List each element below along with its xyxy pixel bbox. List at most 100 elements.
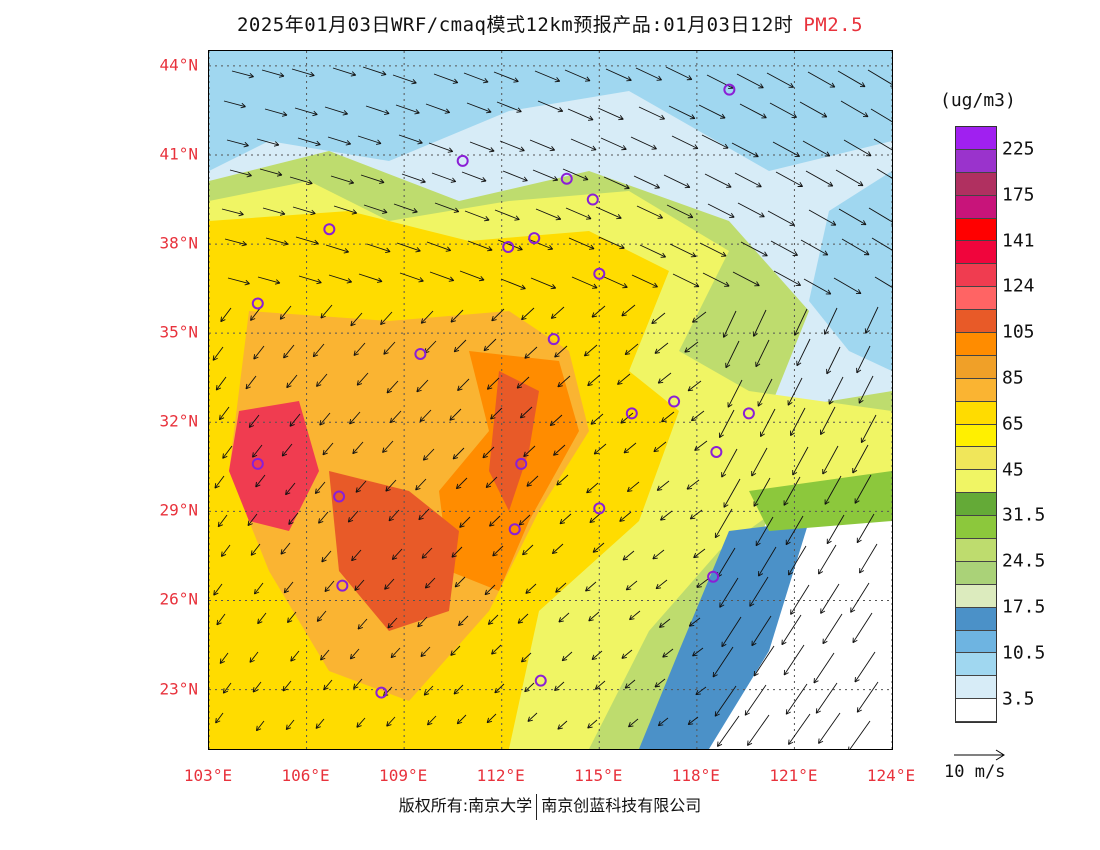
wind-arrow bbox=[554, 681, 565, 691]
color-bar-swatch bbox=[956, 584, 996, 608]
wind-arrow bbox=[530, 277, 557, 290]
wind-arrow bbox=[455, 477, 468, 490]
wind-arrow bbox=[486, 377, 500, 390]
color-bar-swatch bbox=[956, 218, 996, 242]
wind-arrow bbox=[383, 341, 396, 355]
color-bar bbox=[955, 126, 997, 724]
wind-arrow bbox=[262, 207, 286, 216]
wind-arrow bbox=[717, 715, 740, 747]
color-bar-label: 45 bbox=[1002, 459, 1024, 480]
wind-arrow bbox=[807, 71, 836, 88]
color-bar-swatch bbox=[956, 699, 996, 723]
wind-arrow bbox=[828, 376, 844, 405]
wind-arrow bbox=[457, 378, 470, 391]
wind-arrow bbox=[353, 342, 366, 356]
wind-arrow bbox=[701, 134, 729, 149]
wind-arrow bbox=[259, 168, 283, 177]
wind-arrow bbox=[323, 679, 333, 691]
wind-arrow bbox=[693, 548, 706, 559]
wind-arrow bbox=[433, 73, 459, 84]
wind-arrow bbox=[253, 345, 265, 360]
wind-arrow bbox=[622, 550, 635, 561]
wind-arrow bbox=[224, 238, 247, 247]
wind-arrow bbox=[358, 273, 383, 283]
wind-arrow bbox=[283, 344, 295, 359]
wind-arrow bbox=[318, 511, 329, 524]
wind-arrow bbox=[521, 307, 535, 321]
wind-arrow bbox=[565, 207, 592, 220]
wind-arrow bbox=[689, 509, 703, 520]
wind-arrow bbox=[482, 446, 495, 459]
wind-arrow bbox=[401, 173, 426, 184]
chart-title: 2025年01月03日WRF/cmaq模式12km预报产品:01月03日12时 P… bbox=[0, 10, 1100, 37]
wind-arrow bbox=[657, 717, 669, 727]
legend-unit: (ug/m3) bbox=[940, 90, 1016, 111]
city-station-marker bbox=[593, 267, 606, 280]
wind-arrow bbox=[835, 169, 864, 187]
wind-arrow bbox=[289, 413, 301, 427]
wind-arrow bbox=[254, 582, 264, 595]
wind-arrow bbox=[355, 480, 367, 493]
color-bar-swatch bbox=[956, 195, 996, 219]
reference-vector-icon bbox=[954, 749, 1005, 761]
wind-arrow bbox=[431, 172, 457, 183]
wind-arrow bbox=[770, 240, 798, 256]
reference-vector-label: 10 m/s bbox=[944, 762, 1006, 782]
wind-arrow bbox=[387, 617, 398, 629]
wind-arrow bbox=[250, 543, 261, 556]
wind-arrow bbox=[312, 343, 325, 358]
color-bar-swatch bbox=[956, 653, 996, 677]
wind-arrow bbox=[425, 103, 451, 114]
copyright-divider bbox=[536, 793, 538, 820]
wind-arrow bbox=[349, 648, 360, 660]
wind-arrow bbox=[458, 615, 469, 627]
wind-arrow bbox=[469, 141, 495, 153]
wind-arrow bbox=[854, 474, 872, 504]
color-bar-label: 225 bbox=[1002, 138, 1035, 160]
city-station-marker bbox=[251, 297, 264, 310]
wind-arrow bbox=[463, 72, 489, 84]
wind-arrow bbox=[787, 377, 803, 406]
wind-arrow bbox=[721, 616, 742, 648]
wind-arrow bbox=[320, 304, 333, 319]
lon-tick-label: 112°E bbox=[476, 766, 525, 785]
wind-arrow bbox=[562, 168, 589, 181]
color-bar-swatch bbox=[956, 378, 996, 402]
wind-arrow bbox=[585, 581, 597, 592]
color-bar-swatch bbox=[956, 493, 996, 517]
wind-arrow bbox=[598, 236, 625, 250]
wind-arrow bbox=[654, 678, 666, 688]
wind-arrow bbox=[767, 210, 795, 226]
city-station-marker bbox=[456, 154, 469, 167]
wind-arrow bbox=[692, 311, 707, 323]
wind-arrow bbox=[755, 339, 770, 368]
wind-arrow bbox=[739, 103, 767, 119]
wind-arrow bbox=[526, 475, 539, 487]
color-bar-label: 105 bbox=[1002, 321, 1035, 343]
wind-arrow bbox=[461, 171, 487, 183]
wind-arrow bbox=[525, 583, 537, 594]
wind-arrow bbox=[660, 510, 673, 521]
wind-arrow bbox=[320, 649, 330, 661]
wind-arrow bbox=[589, 512, 602, 524]
wind-arrow bbox=[285, 482, 296, 496]
wind-arrow bbox=[601, 275, 628, 289]
city-station-marker bbox=[668, 395, 681, 408]
color-bar-label: 124 bbox=[1002, 275, 1035, 297]
wind-arrow bbox=[837, 70, 866, 88]
wind-arrow bbox=[788, 713, 811, 745]
wind-arrow bbox=[656, 480, 670, 491]
lat-tick-label: 32°N bbox=[159, 411, 198, 431]
wind-arrow bbox=[773, 270, 801, 286]
wind-arrow bbox=[352, 441, 364, 455]
wind-arrow bbox=[226, 139, 249, 148]
wind-arrow bbox=[594, 680, 606, 690]
color-bar-swatch bbox=[956, 241, 996, 265]
wind-arrow bbox=[496, 101, 522, 113]
wind-arrow bbox=[723, 478, 741, 508]
wind-arrow bbox=[557, 720, 568, 730]
color-bar-swatch bbox=[956, 287, 996, 311]
wind-arrow bbox=[290, 650, 300, 662]
wind-arrow bbox=[522, 544, 534, 556]
wind-arrow bbox=[719, 577, 739, 608]
